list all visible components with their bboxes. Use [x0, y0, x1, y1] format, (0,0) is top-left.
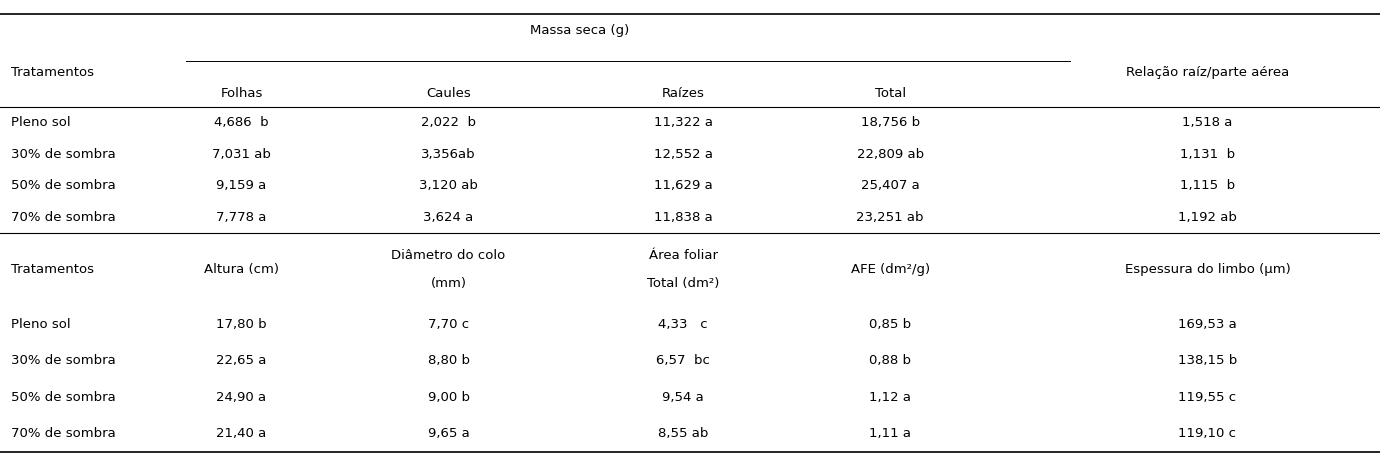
Text: 24,90 a: 24,90 a [217, 391, 266, 404]
Text: 0,88 b: 0,88 b [869, 354, 911, 367]
Text: 6,57  bc: 6,57 bc [656, 354, 711, 367]
Text: 9,65 a: 9,65 a [428, 427, 469, 440]
Text: 169,53 a: 169,53 a [1179, 318, 1236, 331]
Text: 11,629 a: 11,629 a [654, 179, 712, 192]
Text: 21,40 a: 21,40 a [217, 427, 266, 440]
Text: 22,809 ab: 22,809 ab [857, 148, 923, 161]
Text: AFE (dm²/g): AFE (dm²/g) [850, 263, 930, 276]
Text: 9,54 a: 9,54 a [662, 391, 704, 404]
Text: 1,12 a: 1,12 a [869, 391, 911, 404]
Text: 12,552 a: 12,552 a [654, 148, 712, 161]
Text: 9,00 b: 9,00 b [428, 391, 469, 404]
Text: 50% de sombra: 50% de sombra [11, 391, 116, 404]
Text: Diâmetro do colo: Diâmetro do colo [392, 249, 505, 262]
Text: 23,251 ab: 23,251 ab [857, 211, 923, 224]
Text: 18,756 b: 18,756 b [861, 116, 919, 130]
Text: 3,120 ab: 3,120 ab [420, 179, 477, 192]
Text: 17,80 b: 17,80 b [217, 318, 266, 331]
Text: 22,65 a: 22,65 a [217, 354, 266, 367]
Text: 1,131  b: 1,131 b [1180, 148, 1235, 161]
Text: Tratamentos: Tratamentos [11, 263, 94, 276]
Text: 7,778 a: 7,778 a [217, 211, 266, 224]
Text: 3,356ab: 3,356ab [421, 148, 476, 161]
Text: 30% de sombra: 30% de sombra [11, 148, 116, 161]
Text: Massa seca (g): Massa seca (g) [530, 24, 629, 37]
Text: 8,55 ab: 8,55 ab [658, 427, 708, 440]
Text: Folhas: Folhas [221, 87, 262, 100]
Text: Pleno sol: Pleno sol [11, 116, 70, 130]
Text: 7,70 c: 7,70 c [428, 318, 469, 331]
Text: 1,11 a: 1,11 a [869, 427, 911, 440]
Text: 9,159 a: 9,159 a [217, 179, 266, 192]
Text: 1,115  b: 1,115 b [1180, 179, 1235, 192]
Text: 4,33   c: 4,33 c [658, 318, 708, 331]
Text: 3,624 a: 3,624 a [424, 211, 473, 224]
Text: 30% de sombra: 30% de sombra [11, 354, 116, 367]
Text: Tratamentos: Tratamentos [11, 66, 94, 79]
Text: Espessura do limbo (μm): Espessura do limbo (μm) [1125, 263, 1290, 276]
Text: Área foliar: Área foliar [649, 249, 718, 262]
Text: 25,407 a: 25,407 a [861, 179, 919, 192]
Text: 8,80 b: 8,80 b [428, 354, 469, 367]
Text: 1,192 ab: 1,192 ab [1179, 211, 1236, 224]
Text: 119,55 c: 119,55 c [1179, 391, 1236, 404]
Text: Total (dm²): Total (dm²) [647, 277, 719, 290]
Text: 2,022  b: 2,022 b [421, 116, 476, 130]
Text: Relação raíz/parte aérea: Relação raíz/parte aérea [1126, 66, 1289, 79]
Text: 4,686  b: 4,686 b [214, 116, 269, 130]
Text: 1,518 a: 1,518 a [1183, 116, 1232, 130]
Text: Caules: Caules [426, 87, 471, 100]
Text: Altura (cm): Altura (cm) [204, 263, 279, 276]
Text: Total: Total [875, 87, 905, 100]
Text: 70% de sombra: 70% de sombra [11, 211, 116, 224]
Text: (mm): (mm) [431, 277, 466, 290]
Text: 70% de sombra: 70% de sombra [11, 427, 116, 440]
Text: 11,322 a: 11,322 a [654, 116, 712, 130]
Text: Pleno sol: Pleno sol [11, 318, 70, 331]
Text: 50% de sombra: 50% de sombra [11, 179, 116, 192]
Text: 11,838 a: 11,838 a [654, 211, 712, 224]
Text: 0,85 b: 0,85 b [869, 318, 911, 331]
Text: 138,15 b: 138,15 b [1179, 354, 1236, 367]
Text: Raízes: Raízes [661, 87, 705, 100]
Text: 119,10 c: 119,10 c [1179, 427, 1236, 440]
Text: 7,031 ab: 7,031 ab [213, 148, 270, 161]
